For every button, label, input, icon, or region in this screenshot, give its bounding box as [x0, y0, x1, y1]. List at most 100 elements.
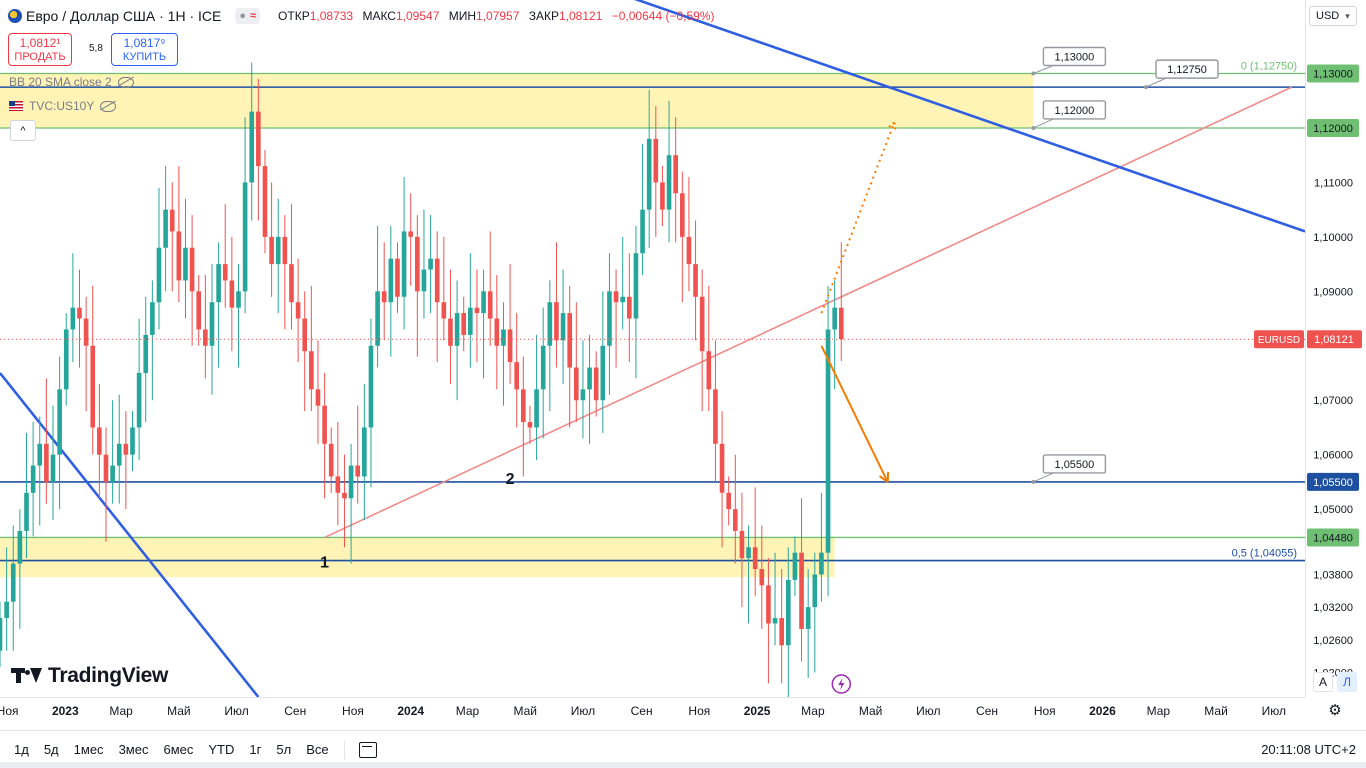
candle-body — [203, 329, 208, 346]
candle-body — [693, 264, 698, 297]
range-6m[interactable]: 6мес — [163, 742, 194, 757]
candle-body — [428, 258, 433, 270]
indicator-bb-label: BB 20 SMA close 2 — [9, 75, 112, 89]
candle-body — [799, 552, 804, 629]
collapse-legend-button[interactable]: ^ — [10, 120, 36, 141]
candle-body — [640, 209, 645, 254]
x-tick-label: Май — [167, 704, 191, 718]
currency-select[interactable]: USD ▾ — [1309, 6, 1357, 26]
candle-body — [123, 443, 129, 455]
candle-body — [342, 492, 347, 499]
candle-body — [706, 351, 712, 390]
x-tick-label: Июл — [571, 704, 595, 718]
spread-value: 5,8 — [89, 43, 103, 54]
candle-body — [295, 302, 301, 319]
lightning-glyph — [838, 678, 845, 690]
candle-body — [10, 563, 16, 602]
market-status-chip[interactable]: ● ≈ — [235, 8, 261, 24]
x-tick-label: Мар — [801, 704, 825, 718]
level-price-tag — [1307, 472, 1359, 491]
candle-body — [494, 318, 500, 346]
candle-body — [242, 182, 248, 292]
indicator-tvc[interactable]: TVC:US10Y — [9, 99, 117, 113]
buy-label: КУПИТЬ — [122, 50, 167, 63]
callout-box — [1155, 59, 1219, 79]
candle-body — [415, 236, 420, 292]
callout-leader — [1033, 65, 1054, 74]
candle-body — [4, 601, 9, 619]
candle-body — [83, 318, 89, 346]
log-scale-label: Л — [1343, 675, 1351, 689]
supply-demand-zone — [0, 73, 1034, 128]
range-3m[interactable]: 3мес — [118, 742, 149, 757]
range-1d[interactable]: 1д — [14, 742, 29, 757]
candle-body — [746, 547, 751, 559]
eye-hidden-icon[interactable] — [117, 76, 134, 88]
y-tick-label: 1,07000 — [1313, 395, 1353, 407]
range-5d[interactable]: 5д — [43, 742, 59, 757]
candle-body — [362, 427, 367, 477]
chart-settings-gear-icon[interactable]: ⚙ — [1328, 702, 1342, 719]
y-tick-label: 1,11000 — [1314, 177, 1353, 189]
candle-body — [328, 443, 334, 477]
x-tick-label: Ноя — [0, 704, 18, 718]
x-tick-label: Май — [513, 704, 537, 718]
candle-body — [567, 313, 573, 368]
currency-value: USD — [1316, 10, 1340, 22]
candle-body — [156, 247, 162, 303]
sell-button[interactable]: 1,0812¹ ПРОДАТЬ — [8, 33, 72, 66]
arrowhead — [878, 475, 889, 483]
candle-body — [719, 443, 725, 493]
bottom-toolbar: 1д 5д 1мес 3мес 6мес YTD 1г 5л Все 20:11… — [0, 730, 1366, 768]
candle-body — [150, 302, 155, 335]
candle-body — [646, 138, 652, 210]
time-axis-divider — [0, 697, 1305, 698]
candle-body — [660, 182, 665, 210]
candle-body — [44, 443, 49, 482]
fib-level-note: 0,5 (1,04055) — [1232, 548, 1297, 560]
range-1y[interactable]: 1г — [249, 742, 262, 757]
candle-body — [785, 579, 791, 646]
x-tick-label: Мар — [456, 704, 480, 718]
range-5y[interactable]: 5л — [276, 742, 292, 757]
candle-body — [805, 607, 811, 629]
candle-body — [395, 258, 400, 297]
range-ytd[interactable]: YTD — [208, 742, 235, 757]
date-range-icon[interactable] — [358, 741, 377, 758]
x-tick-label: Сен — [631, 704, 653, 718]
chevron-up-icon: ^ — [20, 124, 26, 137]
candle-body — [481, 291, 486, 314]
supply-demand-zone — [0, 537, 835, 578]
candle-body — [262, 166, 268, 237]
ohlc-readout: ОТКР1,08733 МАКС1,09547 МИН1,07957 ЗАКР1… — [278, 9, 720, 23]
clock[interactable]: 20:11:08 UTC+2 — [1261, 742, 1356, 757]
candle-body — [209, 302, 215, 346]
y-tick-label: 1,03800 — [1313, 569, 1353, 581]
candle-body — [699, 296, 705, 352]
callout-anchor — [1144, 85, 1149, 90]
range-1m[interactable]: 1мес — [73, 742, 104, 757]
indicator-bb[interactable]: BB 20 SMA close 2 — [9, 75, 134, 89]
candle-body — [50, 454, 56, 482]
symbol-title[interactable]: Евро / Доллар США · 1Н · ICE — [26, 8, 222, 24]
candle-body — [772, 618, 778, 624]
callout-anchor — [1031, 125, 1036, 130]
candle-body — [607, 291, 612, 346]
eye-hidden-icon[interactable] — [100, 100, 117, 112]
log-scale-button[interactable]: Л — [1337, 672, 1357, 692]
level-price-tag-label: 1,05500 — [1313, 477, 1353, 489]
trendline-blue-left — [0, 372, 260, 697]
candle-body — [434, 258, 440, 303]
candle-body — [613, 291, 619, 303]
range-all[interactable]: Все — [306, 742, 329, 757]
x-tick-label: 2023 — [52, 704, 79, 718]
candle-body — [819, 552, 824, 575]
buy-button[interactable]: 1,0817⁹ КУПИТЬ — [111, 33, 178, 66]
ohlc-open-value: 1,08733 — [309, 9, 354, 23]
candle-body — [176, 231, 182, 281]
x-tick-label: Ноя — [1034, 704, 1056, 718]
candle-body — [534, 389, 539, 428]
eur-usd-symbol-icon — [8, 9, 22, 23]
auto-scale-button[interactable]: A — [1313, 672, 1333, 692]
